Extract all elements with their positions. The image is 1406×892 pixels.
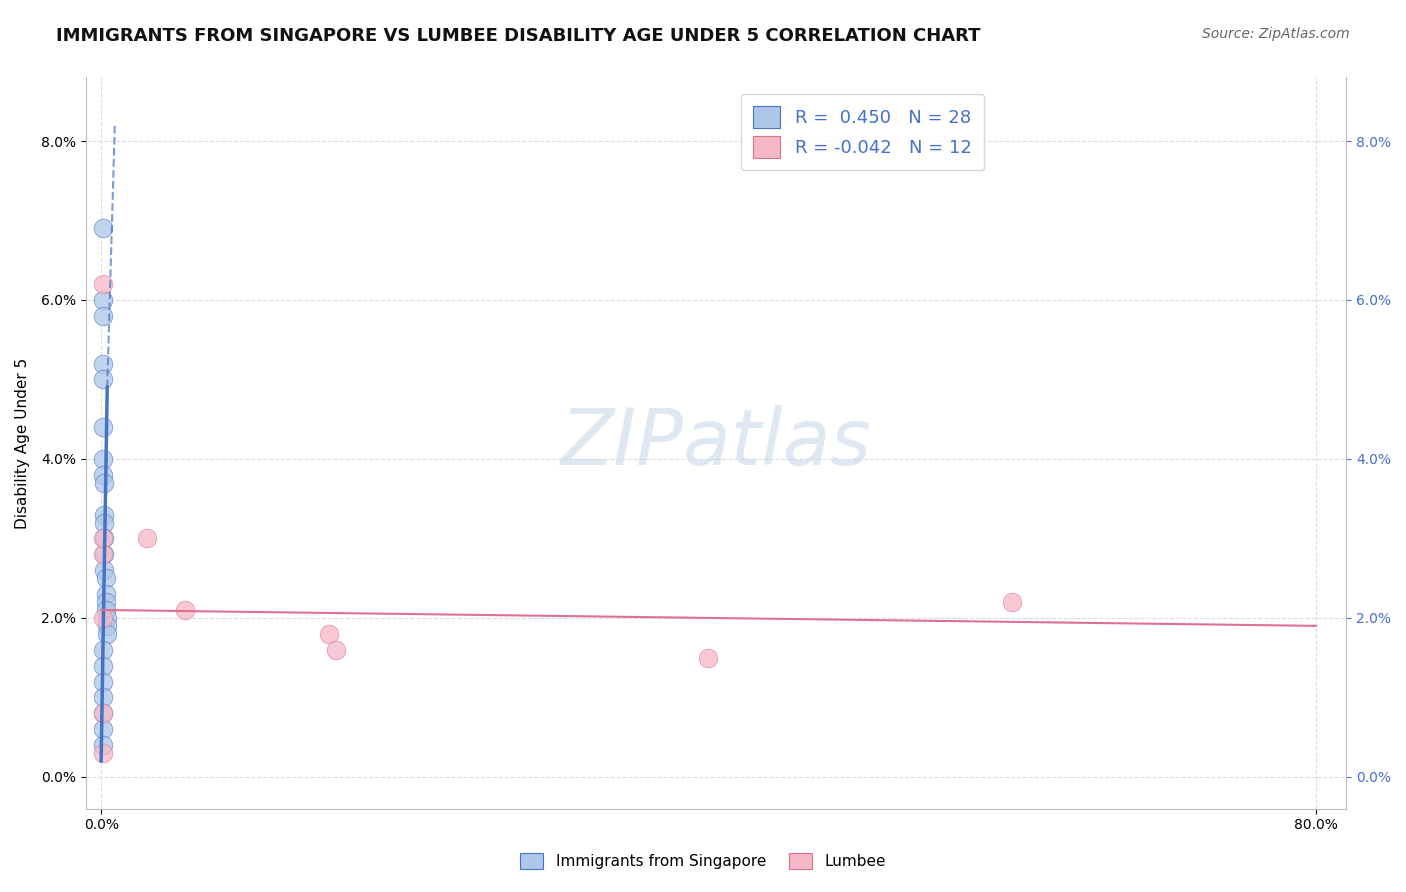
Point <box>173 603 195 617</box>
Point <box>94 595 117 609</box>
Point <box>93 516 115 530</box>
Legend: Immigrants from Singapore, Lumbee: Immigrants from Singapore, Lumbee <box>515 847 891 875</box>
Point <box>91 658 114 673</box>
Point <box>91 706 114 721</box>
Point <box>93 475 115 490</box>
Point <box>91 467 114 482</box>
Point <box>93 508 115 522</box>
Point <box>94 603 117 617</box>
Point <box>94 587 117 601</box>
Point <box>91 706 114 721</box>
Text: IMMIGRANTS FROM SINGAPORE VS LUMBEE DISABILITY AGE UNDER 5 CORRELATION CHART: IMMIGRANTS FROM SINGAPORE VS LUMBEE DISA… <box>56 27 981 45</box>
Point <box>91 309 114 323</box>
Point <box>93 532 115 546</box>
Point <box>96 619 118 633</box>
Point <box>91 746 114 760</box>
Point <box>93 563 115 577</box>
Point <box>91 547 114 561</box>
Y-axis label: Disability Age Under 5: Disability Age Under 5 <box>15 358 30 529</box>
Point <box>91 722 114 736</box>
Point <box>135 532 157 546</box>
Point <box>91 357 114 371</box>
Point <box>91 611 114 625</box>
Point <box>325 642 347 657</box>
Text: ZIPatlas: ZIPatlas <box>561 405 872 481</box>
Point <box>91 690 114 705</box>
Point <box>91 221 114 235</box>
Point <box>94 571 117 585</box>
Point <box>318 627 340 641</box>
Point <box>91 674 114 689</box>
Point <box>91 452 114 467</box>
Point <box>91 738 114 752</box>
Point <box>91 277 114 291</box>
Text: Source: ZipAtlas.com: Source: ZipAtlas.com <box>1202 27 1350 41</box>
Point <box>91 372 114 386</box>
Point <box>1001 595 1024 609</box>
Point <box>91 532 114 546</box>
Point <box>96 627 118 641</box>
Point <box>93 547 115 561</box>
Point <box>96 611 118 625</box>
Legend: R =  0.450   N = 28, R = -0.042   N = 12: R = 0.450 N = 28, R = -0.042 N = 12 <box>741 94 984 170</box>
Point <box>91 293 114 307</box>
Point <box>91 420 114 434</box>
Point <box>91 642 114 657</box>
Point <box>697 650 720 665</box>
